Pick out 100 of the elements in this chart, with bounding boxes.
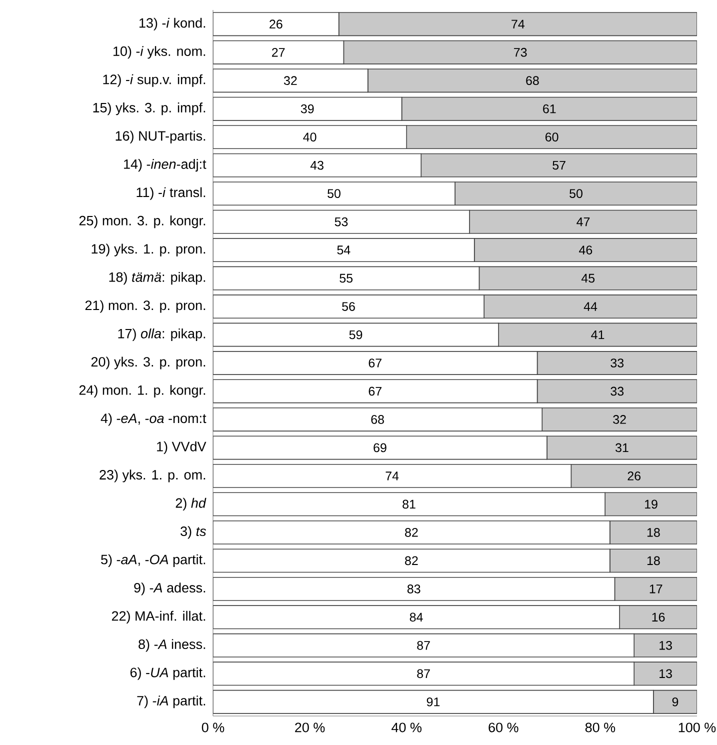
- bar: [213, 690, 654, 714]
- data-label: 18: [647, 556, 660, 566]
- data-label: 39: [300, 104, 314, 114]
- data-label: 74: [386, 472, 399, 480]
- data-label: 82: [405, 556, 418, 566]
- data-label: 40: [303, 132, 316, 142]
- bar: [213, 12, 340, 36]
- y-tick-label: 13) -i kond.: [139, 18, 206, 30]
- bar: [213, 464, 572, 488]
- data-label: 87: [417, 640, 430, 650]
- y-tick-label: 4) -eA, -oa -nom:t: [100, 413, 206, 426]
- data-label: 81: [402, 500, 416, 509]
- y-tick-label: 20) yks. 3. p. pron.: [91, 356, 206, 370]
- data-label: 41: [591, 330, 604, 340]
- data-label: 69: [374, 443, 386, 452]
- data-label: 59: [349, 330, 362, 340]
- bar: [213, 351, 538, 375]
- data-label: 55: [340, 274, 353, 283]
- y-tick-label: 9) -A adess.: [134, 582, 206, 596]
- data-label: 26: [628, 472, 640, 480]
- bar: [213, 125, 407, 150]
- bar: [213, 96, 402, 121]
- data-label: 73: [514, 48, 527, 57]
- data-label: 56: [342, 302, 355, 311]
- x-tick-label: 20 %: [295, 722, 325, 732]
- y-tick-label: 18) tämä: pikap.: [109, 272, 206, 285]
- bar: [213, 40, 344, 64]
- bar: [213, 266, 480, 290]
- y-tick-label: 19) yks. 1. p. pron.: [92, 244, 206, 256]
- x-tick-label: 40 %: [392, 722, 422, 732]
- bar: [213, 238, 475, 262]
- bar: [213, 492, 606, 516]
- data-label: 57: [552, 160, 566, 170]
- bar: [213, 182, 456, 206]
- data-label: 68: [371, 415, 384, 424]
- bar: [213, 68, 368, 93]
- bar: [213, 379, 538, 404]
- y-tick-label: 6) -UA partit.: [130, 667, 206, 680]
- data-label: 33: [610, 358, 624, 368]
- data-label: 27: [272, 48, 285, 57]
- data-label: 9: [672, 697, 678, 706]
- data-label: 74: [512, 20, 524, 28]
- data-label: 44: [584, 302, 598, 311]
- y-tick-label: 23) yks. 1. p. om.: [100, 470, 206, 482]
- data-label: 33: [610, 386, 624, 396]
- data-label: 17: [650, 584, 662, 594]
- data-label: 61: [543, 104, 556, 114]
- data-label: 53: [334, 217, 348, 226]
- y-tick-label: 10) -i yks. nom.: [114, 46, 206, 59]
- data-label: 87: [417, 669, 430, 678]
- data-label: 45: [581, 274, 595, 283]
- data-label: 16: [652, 612, 665, 622]
- y-tick-label: 8) -A iness.: [138, 639, 206, 652]
- y-tick-label: 12) -i sup.v. impf.: [103, 74, 206, 87]
- y-tick-label: 11) -i transl.: [136, 187, 206, 200]
- x-tick-label: 100 %: [678, 722, 716, 732]
- data-label: 47: [576, 218, 590, 226]
- bar: [213, 322, 499, 347]
- data-label: 82: [405, 528, 418, 537]
- y-tick-label: 16) NUT-partis.: [116, 130, 206, 144]
- x-tick-label: 0 %: [202, 722, 224, 732]
- data-label: 46: [579, 246, 592, 254]
- data-label: 50: [328, 189, 340, 198]
- data-label: 32: [284, 76, 297, 86]
- y-tick-label: 14) -inen-adj:t: [124, 159, 206, 172]
- bar: [213, 633, 634, 658]
- data-label: 19: [645, 500, 658, 509]
- bar: [213, 294, 484, 318]
- data-label: 84: [410, 612, 423, 622]
- x-tick-label: 80 %: [585, 722, 616, 732]
- y-tick-label: 15) yks. 3. p. impf.: [93, 102, 206, 116]
- data-label: 50: [570, 189, 582, 198]
- data-label: 83: [407, 584, 420, 594]
- y-tick-label: 7) -iA partit.: [137, 696, 206, 708]
- bar: [213, 153, 422, 178]
- data-label: 26: [270, 20, 282, 29]
- bar: [213, 576, 616, 601]
- x-tick-label: 60 %: [488, 722, 518, 732]
- data-label: 32: [613, 415, 626, 424]
- data-label: 18: [647, 528, 660, 537]
- bar: [213, 210, 470, 234]
- bar: [213, 662, 634, 686]
- y-tick-label: 25) mon. 3. p. kongr.: [79, 216, 206, 228]
- bar: [213, 408, 543, 432]
- y-tick-label: 22) MA-inf. illat.: [112, 610, 206, 624]
- data-label: 54: [337, 246, 350, 254]
- data-label: 60: [545, 132, 558, 142]
- y-tick-label: 5) -aA, -OA partit.: [101, 554, 206, 567]
- y-tick-label: 2) hd: [176, 498, 206, 510]
- data-label: 43: [310, 160, 324, 170]
- y-tick-label: 1) VVdV: [157, 441, 206, 454]
- data-label: 31: [616, 443, 628, 452]
- data-label: 67: [368, 386, 382, 396]
- y-tick-label: 24) mon. 1. p. kongr.: [79, 384, 206, 398]
- data-label: 91: [426, 697, 440, 706]
- data-label: 67: [368, 358, 382, 368]
- bar: [213, 436, 548, 460]
- bar: [213, 605, 620, 630]
- data-label: 68: [526, 76, 539, 86]
- data-label: 13: [660, 669, 672, 678]
